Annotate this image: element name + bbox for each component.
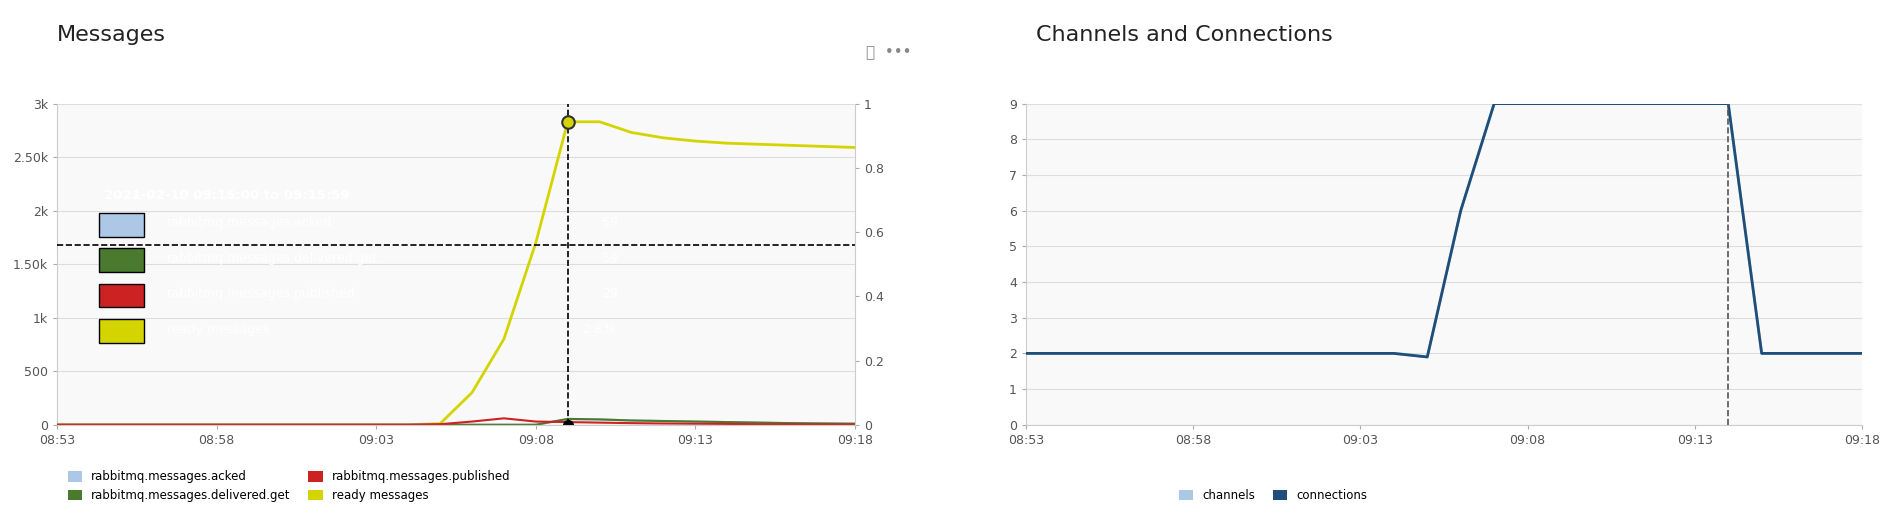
Text: Channels and Connections: Channels and Connections [1036,25,1332,46]
FancyBboxPatch shape [99,284,144,308]
Legend: channels, connections: channels, connections [1174,484,1372,507]
FancyBboxPatch shape [99,319,144,343]
FancyBboxPatch shape [99,249,144,272]
Text: 2021-02-10 09:15:00 to 09:15:59: 2021-02-10 09:15:00 to 09:15:59 [104,190,350,203]
Text: 59: 59 [602,217,618,229]
Text: 🔔  •••: 🔔 ••• [866,45,912,60]
Text: rabbitmq.messages.acked: rabbitmq.messages.acked [167,217,332,229]
Text: rabbitmq.messages.delivered.get: rabbitmq.messages.delivered.get [167,252,378,265]
Text: 2.83k: 2.83k [583,323,618,336]
Text: rabbitmq.messages.published: rabbitmq.messages.published [167,287,355,300]
Text: ready messages: ready messages [167,323,270,336]
Text: Messages: Messages [57,25,165,46]
Legend: rabbitmq.messages.acked, rabbitmq.messages.delivered.get, rabbitmq.messages.publ: rabbitmq.messages.acked, rabbitmq.messag… [63,466,515,507]
Text: 59: 59 [602,252,618,265]
Text: 29: 29 [602,287,618,300]
FancyBboxPatch shape [99,213,144,237]
